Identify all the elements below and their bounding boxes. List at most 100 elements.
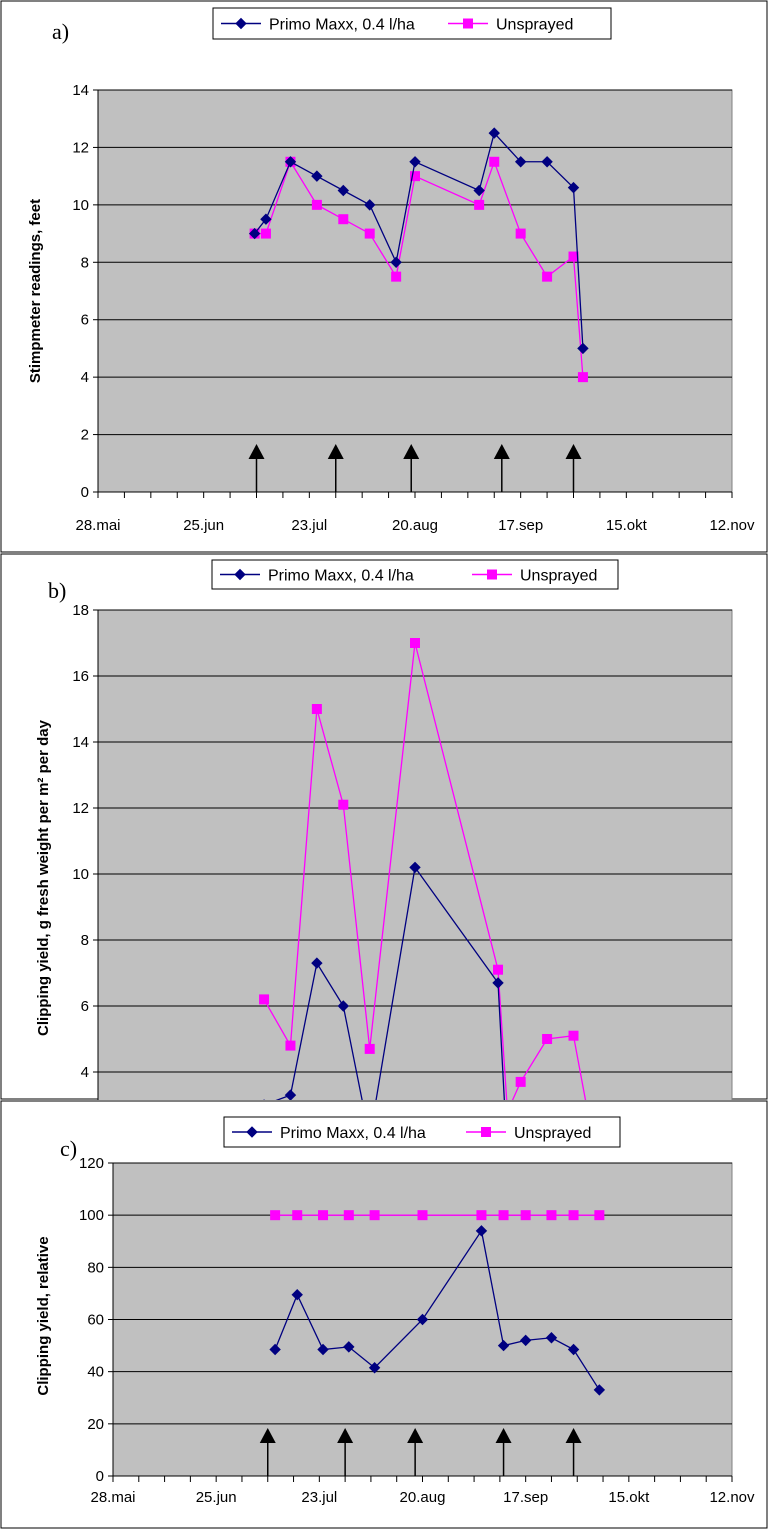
series-0-point [514, 156, 527, 168]
series-0-point [311, 957, 323, 969]
series-1-point [546, 1210, 557, 1221]
application-arrow-head [337, 1428, 354, 1443]
series-0-point [497, 1339, 510, 1352]
legend-series-0-marker [246, 1126, 258, 1138]
series-0-point [291, 1289, 303, 1301]
y-tick-label: 10 [72, 197, 89, 214]
series-1-point [476, 1210, 487, 1221]
x-tick-label: 12.nov [709, 1489, 755, 1506]
y-tick-label: 12 [72, 800, 89, 817]
y-axis-label: Clipping yield, relative [35, 1236, 52, 1395]
y-tick-label: 12 [72, 139, 89, 156]
series-0-point [409, 156, 421, 168]
panel-label: c) [60, 1136, 77, 1161]
y-tick-label: 8 [81, 932, 89, 949]
legend-series-0-label: Primo Maxx, 0.4 l/ha [269, 17, 415, 34]
series-0-point [473, 184, 485, 197]
series-1-point [542, 271, 553, 282]
series-0-point [284, 1089, 297, 1100]
series-1-point [343, 1210, 354, 1221]
series-0-point [284, 156, 297, 168]
y-tick-label: 0 [81, 484, 89, 501]
y-tick-label: 14 [72, 82, 89, 99]
series-1-point [270, 1210, 281, 1221]
x-tick-label: 25.jun [183, 517, 224, 534]
series-1-point [594, 1210, 605, 1221]
series-1-point [285, 1040, 296, 1051]
legend-series-1-label: Unsprayed [520, 568, 597, 585]
series-1-point [515, 1076, 526, 1087]
series-0-point [475, 1225, 488, 1237]
legend-box [211, 559, 619, 590]
series-0-point [260, 213, 272, 225]
series-0-point [311, 170, 323, 182]
x-tick-label: 15.okt [608, 1489, 650, 1506]
chart-panel-a: 0 2 4 6 8 10 12 14 28.mai 25.jun 23.jul 20.aug 17.se… [0, 0, 770, 553]
application-arrow-head [407, 1428, 424, 1443]
series-1-point [568, 251, 579, 262]
series-1-point [260, 228, 271, 239]
series-0-point [567, 181, 580, 194]
series-0-point [269, 1343, 281, 1356]
series-1-point [318, 1210, 329, 1221]
series-0-point [364, 199, 376, 211]
x-tick-label: 25.jun [196, 1489, 237, 1506]
y-tick-label: 40 [87, 1364, 104, 1381]
application-arrow-head [493, 444, 510, 459]
series-1-point [577, 372, 588, 383]
series-1-point [338, 799, 349, 810]
x-tick-label: 28.mai [75, 517, 120, 534]
plot-area [97, 609, 733, 1100]
series-0-point [492, 977, 504, 989]
series-1-line [254, 159, 584, 378]
legend-series-0-marker [235, 17, 247, 30]
y-tick-label: 6 [81, 312, 89, 329]
application-arrow-head [403, 444, 420, 459]
series-0-point [567, 1343, 580, 1356]
series-1-point [410, 638, 420, 648]
series-1-point [369, 1210, 380, 1221]
series-0-point [343, 1341, 355, 1353]
panel-frame [0, 0, 768, 553]
y-tick-label: 6 [81, 998, 89, 1015]
chart-b-svg: 024681012141618Clipping yield, g fresh w… [0, 553, 768, 1100]
y-tick-label: 14 [72, 734, 89, 751]
series-0-point [409, 861, 421, 874]
series-1-point [498, 1210, 509, 1221]
chart-panel-b: 024681012141618Clipping yield, g fresh w… [0, 553, 770, 1100]
plot-area [97, 89, 733, 493]
series-0-point [541, 156, 553, 168]
series-1-point [292, 1210, 303, 1221]
series-0-point [593, 1384, 606, 1396]
legend-box [223, 1116, 621, 1148]
x-tick-label: 17.sep [503, 1489, 548, 1506]
series-1-point [493, 964, 504, 975]
y-tick-label: 80 [87, 1259, 104, 1276]
chart-c-svg: 0 20 40 60 80 100 120 28.mai 25.jun 23.jul 20.aug 1… [0, 1100, 768, 1529]
x-tick-label: 23.jul [301, 1489, 337, 1506]
series-1-point [489, 156, 500, 167]
x-tick-label: 15.okt [606, 517, 648, 534]
legend-series-1-marker [481, 1127, 491, 1137]
y-tick-label: 16 [72, 668, 89, 685]
application-arrow-head [327, 444, 344, 459]
panel-label: a) [52, 19, 69, 44]
series-1-point [364, 1043, 375, 1054]
x-tick-label: 20.aug [392, 517, 438, 534]
chart-a-svg: 0 2 4 6 8 10 12 14 28.mai 25.jun 23.jul 20.aug 17.se… [0, 0, 768, 553]
series-0-point [545, 1332, 558, 1344]
series-1-point [364, 228, 375, 239]
series-1-point [391, 271, 402, 282]
legend-series-1-marker [463, 18, 473, 29]
series-0-point [577, 342, 589, 355]
legend-series-1-marker [487, 569, 497, 580]
y-tick-label: 60 [87, 1312, 104, 1329]
series-1-point [515, 228, 526, 239]
series-0-point [416, 1313, 429, 1326]
series-1-point [568, 1210, 579, 1221]
chart-panel-c: 0 20 40 60 80 100 120 28.mai 25.jun 23.jul 20.aug 1… [0, 1100, 770, 1529]
series-0-point [488, 127, 500, 139]
legend-box [212, 7, 612, 40]
y-tick-label: 18 [72, 602, 89, 619]
series-1-point [568, 1030, 579, 1041]
